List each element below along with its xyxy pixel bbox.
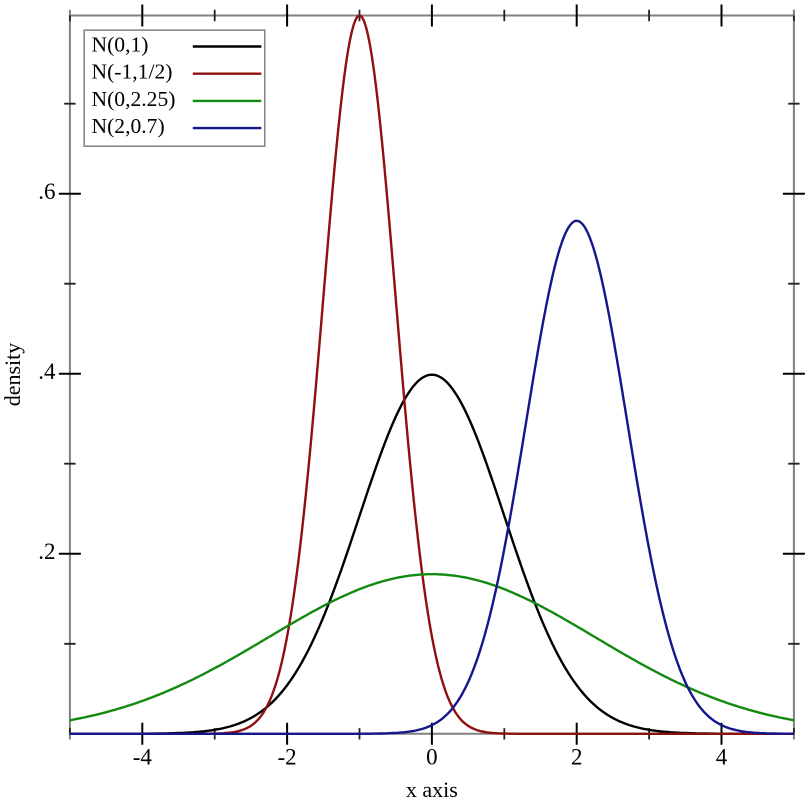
svg-text:.2: .2 xyxy=(38,539,55,564)
svg-text:.4: .4 xyxy=(38,359,56,384)
svg-text:x axis: x axis xyxy=(406,777,458,802)
svg-text:4: 4 xyxy=(716,744,728,769)
svg-text:.6: .6 xyxy=(38,179,55,204)
svg-text:density: density xyxy=(0,343,25,407)
svg-text:N(0,1): N(0,1) xyxy=(92,33,149,57)
svg-text:N(0,2.25): N(0,2.25) xyxy=(92,87,176,111)
svg-text:-2: -2 xyxy=(278,744,297,769)
svg-text:0: 0 xyxy=(426,744,438,769)
svg-text:N(2,0.7): N(2,0.7) xyxy=(92,114,165,138)
svg-text:-4: -4 xyxy=(133,744,153,769)
svg-text:N(-1,1/2): N(-1,1/2) xyxy=(92,60,173,84)
svg-text:2: 2 xyxy=(571,744,583,769)
